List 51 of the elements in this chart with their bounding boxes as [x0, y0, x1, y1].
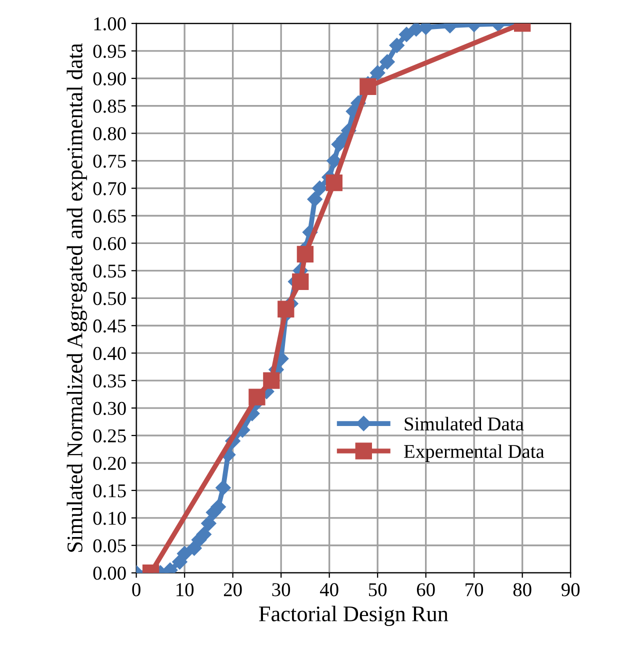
y-tick-label: 0.80 — [93, 127, 126, 140]
point — [380, 54, 395, 70]
x-tick-label: 80 — [513, 583, 532, 596]
point — [398, 26, 414, 42]
point — [326, 153, 342, 168]
y-tick-label: 0.95 — [93, 44, 126, 58]
y-tick-label: 0.50 — [93, 292, 126, 306]
y-tick-label: 0.00 — [93, 566, 126, 580]
legend-label: Simulated Data — [404, 416, 524, 431]
y-tick-label: 0.05 — [93, 539, 126, 552]
legend-label: Expermental Data — [404, 444, 544, 462]
y-axis-title: Simulated Normalized Aggregated and experimental data — [66, 43, 88, 552]
y-tick-label: 0.10 — [93, 512, 126, 525]
y-tick-label: 0.45 — [93, 319, 126, 333]
x-tick-label: 50 — [368, 583, 387, 596]
point — [292, 273, 309, 290]
y-tick-label: 0.65 — [93, 210, 126, 223]
y-tick-label: 0.90 — [93, 72, 126, 86]
y-tick-label: 0.40 — [93, 346, 126, 360]
x-tick-label: 40 — [320, 583, 338, 596]
y-tick-label: 0.55 — [93, 264, 126, 278]
y-tick-label: 0.20 — [93, 456, 126, 470]
point — [326, 174, 342, 192]
y-tick-label: 0.15 — [93, 484, 126, 498]
y-tick-label: 0.70 — [93, 182, 126, 196]
point — [278, 300, 294, 318]
y-tick-label: 0.25 — [93, 429, 126, 443]
y-tick-label: 0.85 — [93, 100, 126, 113]
point — [296, 246, 314, 263]
point — [312, 180, 328, 196]
y-tick-label: 0.60 — [93, 237, 126, 250]
y-tick-label: 0.35 — [93, 374, 126, 388]
x-axis-title: Factorial Design Run — [259, 606, 448, 626]
point — [201, 516, 216, 531]
x-tick-label: 30 — [272, 583, 290, 596]
point — [307, 192, 322, 207]
x-tick-label: 60 — [416, 583, 435, 596]
x-tick-label: 10 — [176, 583, 194, 596]
point — [360, 78, 376, 95]
point — [176, 546, 192, 562]
x-tick-label: 20 — [224, 583, 242, 596]
y-tick-label: 0.30 — [93, 402, 126, 416]
y-tick-label: 1.00 — [94, 17, 126, 30]
x-tick-label: 70 — [466, 583, 484, 596]
point — [248, 388, 266, 406]
y-tick-label: 0.75 — [93, 154, 126, 168]
x-tick-label: 0 — [132, 583, 140, 596]
point — [389, 38, 404, 53]
point — [216, 480, 231, 496]
point — [370, 65, 386, 80]
x-tick-label: 90 — [562, 583, 580, 596]
